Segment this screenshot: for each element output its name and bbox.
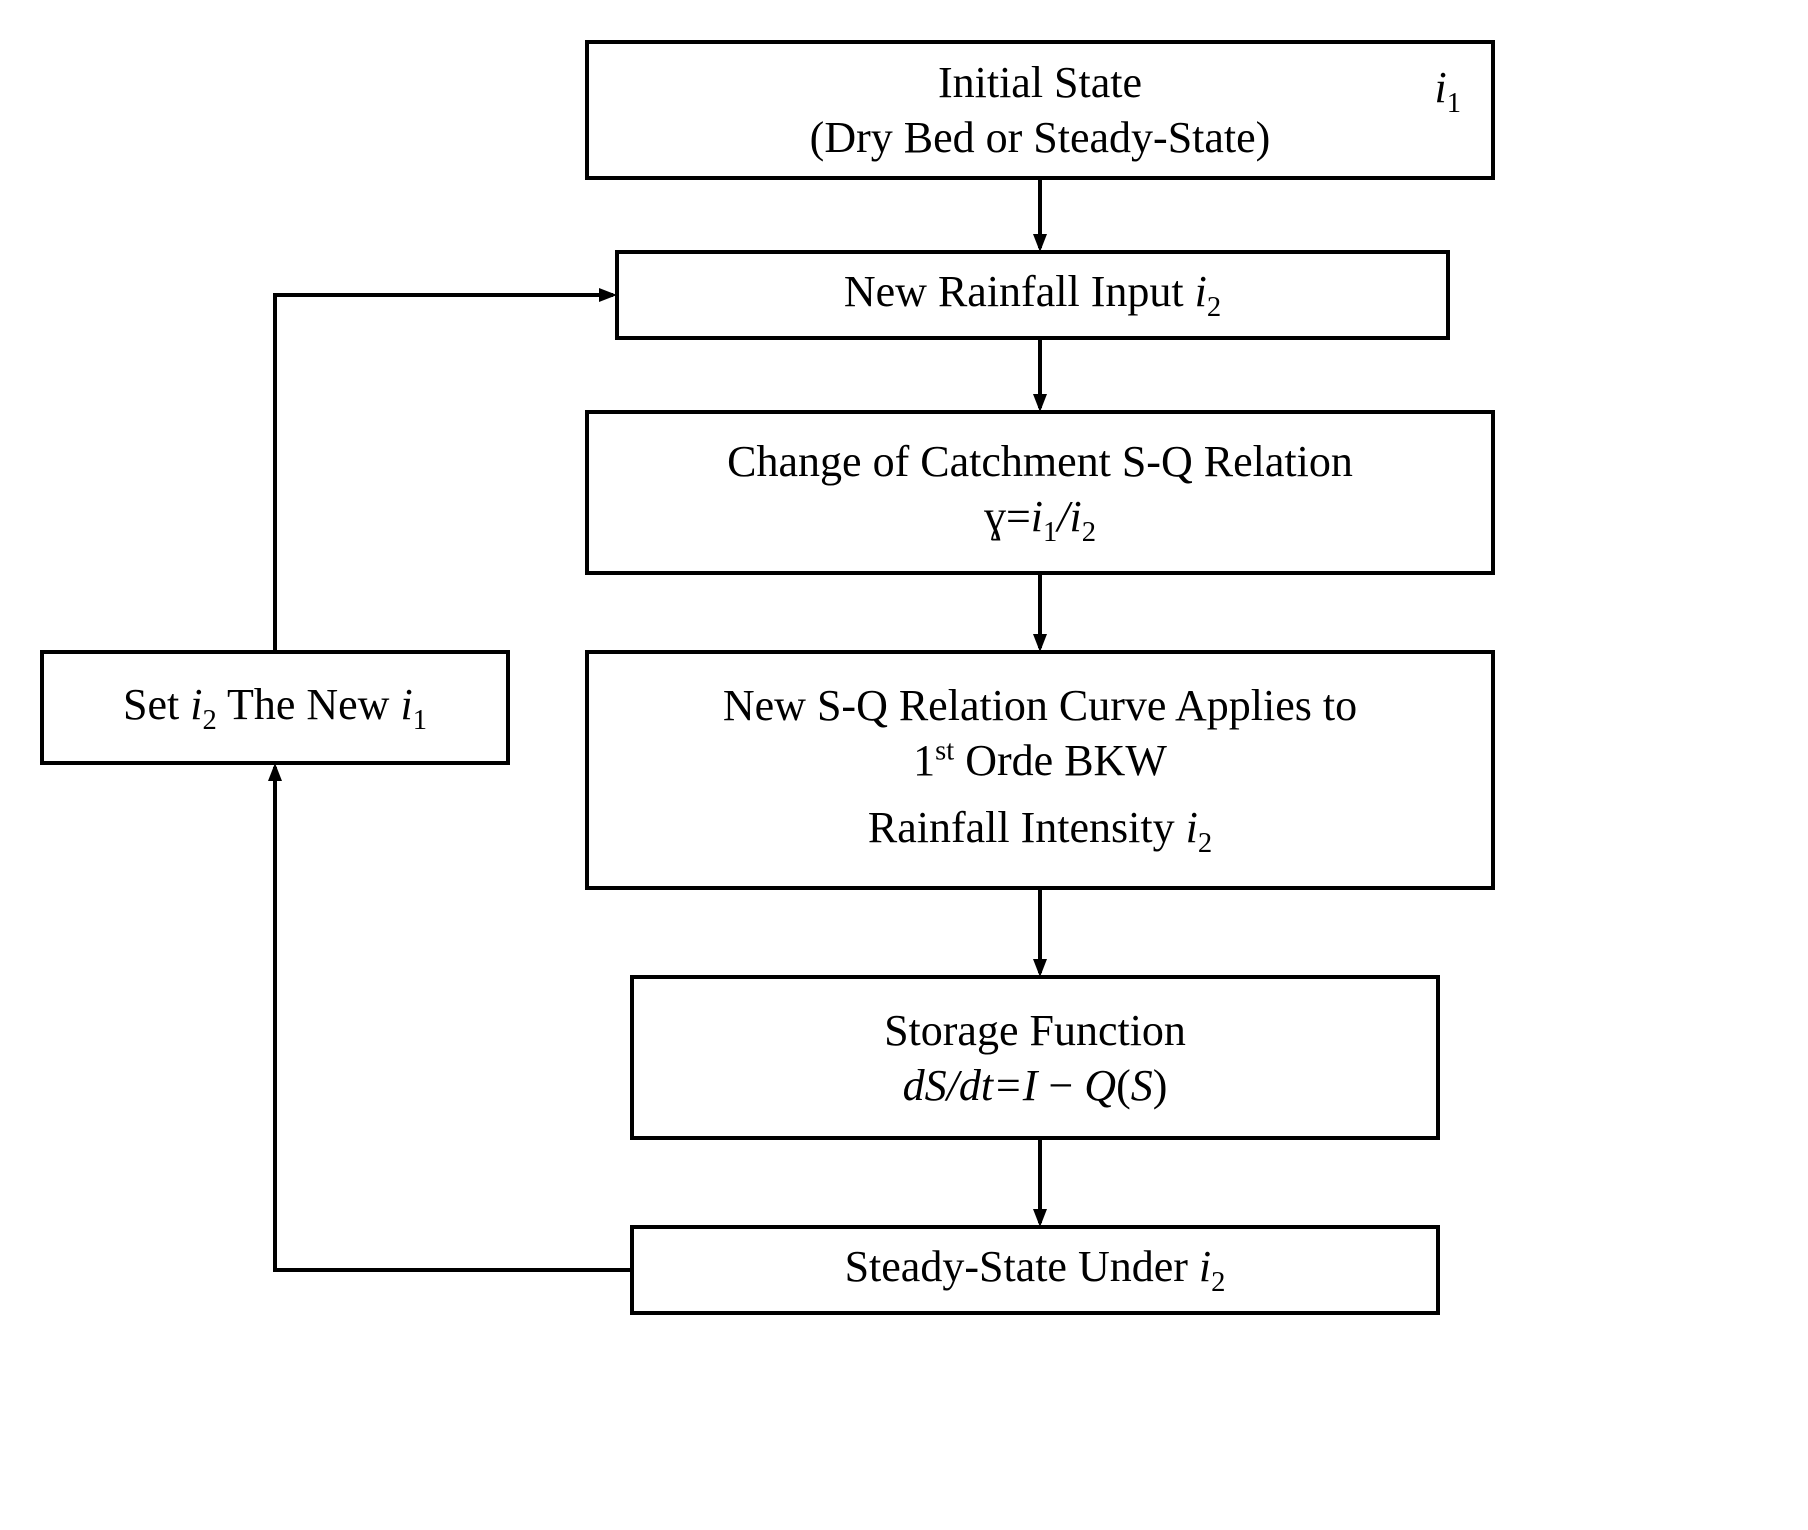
arrow-e6: [275, 767, 630, 1270]
new-curve-line3: Rainfall Intensity i2: [868, 800, 1212, 862]
steady-state-line: Steady-State Under i2: [845, 1239, 1226, 1301]
arrow-e7: [275, 295, 613, 650]
new-curve-line2: 1st Orde BKW: [913, 733, 1167, 788]
storage-function-box: Storage Function dS/dt=I − Q(S): [630, 975, 1440, 1140]
new-rainfall-line: New Rainfall Input i2: [844, 264, 1221, 326]
new-curve-line1: New S-Q Relation Curve Applies to: [723, 678, 1357, 733]
initial-state-box: Initial State (Dry Bed or Steady-State) …: [585, 40, 1495, 180]
flowchart-canvas: Initial State (Dry Bed or Steady-State) …: [40, 40, 1768, 1490]
storage-fn-line1: Storage Function: [884, 1003, 1186, 1058]
set-new-box: Set i2 The New i1: [40, 650, 510, 765]
steady-state-box: Steady-State Under i2: [630, 1225, 1440, 1315]
initial-state-annot: i1: [1434, 60, 1461, 122]
change-sq-equation: ɣ=i1/i2: [984, 489, 1096, 551]
change-sq-line1: Change of Catchment S-Q Relation: [727, 434, 1353, 489]
storage-fn-equation: dS/dt=I − Q(S): [903, 1058, 1168, 1113]
set-new-line: Set i2 The New i1: [123, 677, 427, 739]
change-sq-relation-box: Change of Catchment S-Q Relation ɣ=i1/i2: [585, 410, 1495, 575]
new-rainfall-box: New Rainfall Input i2: [615, 250, 1450, 340]
initial-state-line2: (Dry Bed or Steady-State): [810, 110, 1271, 165]
new-curve-box: New S-Q Relation Curve Applies to 1st Or…: [585, 650, 1495, 890]
initial-state-line1: Initial State: [810, 55, 1271, 110]
